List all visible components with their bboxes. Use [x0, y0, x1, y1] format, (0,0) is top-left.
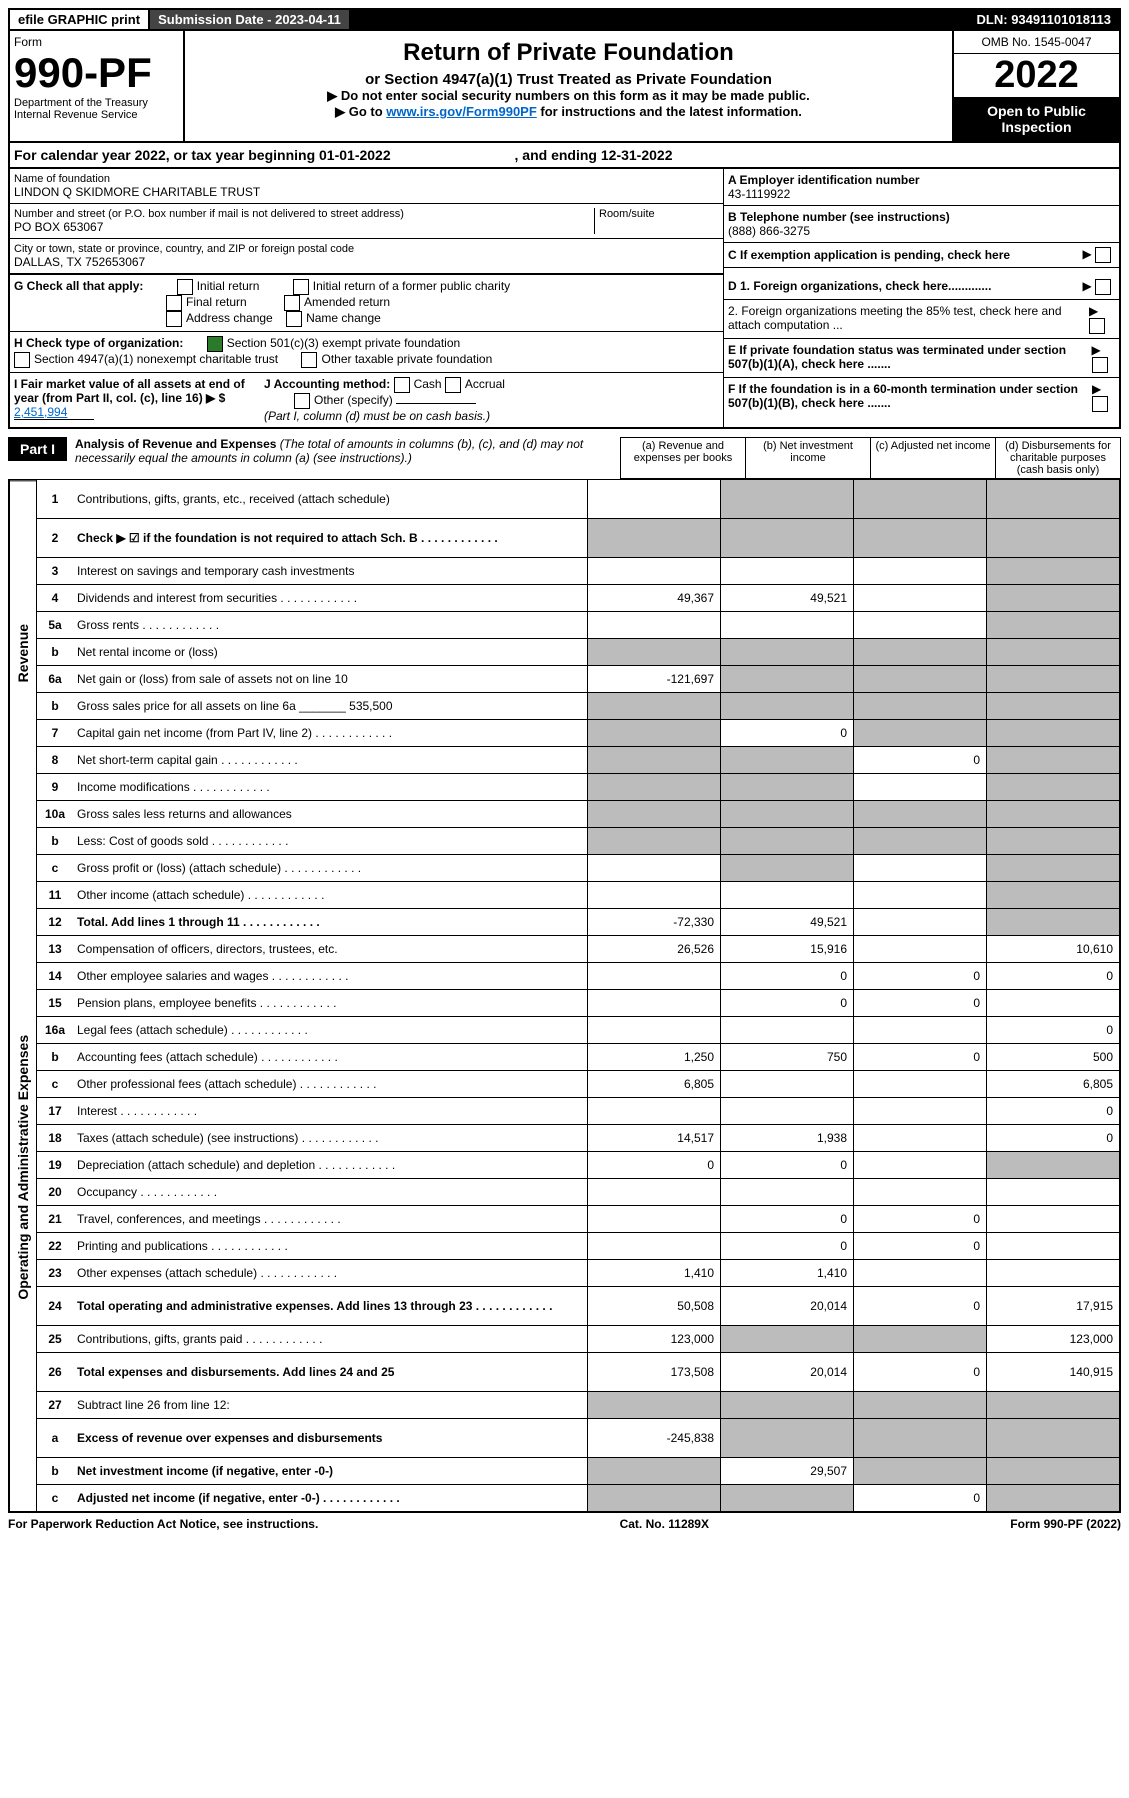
part1-header: Part I Analysis of Revenue and Expenses …	[8, 437, 1121, 479]
table-row: 20Occupancy	[37, 1179, 1119, 1206]
irs-label: Internal Revenue Service	[14, 109, 179, 121]
table-row: 10aGross sales less returns and allowanc…	[37, 801, 1119, 828]
table-row: 11Other income (attach schedule)	[37, 882, 1119, 909]
checkbox-501c3[interactable]	[207, 336, 223, 352]
table-row: 1Contributions, gifts, grants, etc., rec…	[37, 480, 1119, 519]
form-number: 990-PF	[14, 49, 179, 97]
col-c-header: (c) Adjusted net income	[871, 437, 996, 479]
form-ref: Form 990-PF (2022)	[1010, 1517, 1121, 1531]
fmv-link[interactable]: 2,451,994	[14, 405, 94, 420]
table-row: 26Total expenses and disbursements. Add …	[37, 1353, 1119, 1392]
table-row: 14Other employee salaries and wages000	[37, 963, 1119, 990]
table-row: 21Travel, conferences, and meetings00	[37, 1206, 1119, 1233]
table-row: cGross profit or (loss) (attach schedule…	[37, 855, 1119, 882]
table-row: 22Printing and publications00	[37, 1233, 1119, 1260]
top-bar: efile GRAPHIC print Submission Date - 20…	[8, 8, 1121, 31]
table-row: 18Taxes (attach schedule) (see instructi…	[37, 1125, 1119, 1152]
table-row: 7Capital gain net income (from Part IV, …	[37, 720, 1119, 747]
table-row: bLess: Cost of goods sold	[37, 828, 1119, 855]
h-org-type: H Check type of organization: Section 50…	[10, 332, 723, 373]
tax-year: 2022	[954, 54, 1119, 97]
col-b-header: (b) Net investment income	[746, 437, 871, 479]
table-row: 5aGross rents	[37, 612, 1119, 639]
table-row: 4Dividends and interest from securities4…	[37, 585, 1119, 612]
checkbox-c[interactable]	[1095, 247, 1111, 263]
table-row: 15Pension plans, employee benefits00	[37, 990, 1119, 1017]
table-row: 6aNet gain or (loss) from sale of assets…	[37, 666, 1119, 693]
form-subtitle: or Section 4947(a)(1) Trust Treated as P…	[189, 71, 948, 88]
page-footer: For Paperwork Reduction Act Notice, see …	[8, 1517, 1121, 1531]
table-row: 25Contributions, gifts, grants paid123,0…	[37, 1326, 1119, 1353]
checkbox-section: G Check all that apply: Initial return I…	[8, 275, 1121, 429]
table-row: 17Interest0	[37, 1098, 1119, 1125]
calendar-year-row: For calendar year 2022, or tax year begi…	[8, 143, 1121, 169]
table-row: cAdjusted net income (if negative, enter…	[37, 1485, 1119, 1511]
table-row: bGross sales price for all assets on lin…	[37, 693, 1119, 720]
paperwork-notice: For Paperwork Reduction Act Notice, see …	[8, 1517, 318, 1531]
identity-block: Name of foundation LINDON Q SKIDMORE CHA…	[8, 169, 1121, 275]
table-row: 8Net short-term capital gain0	[37, 747, 1119, 774]
ssn-warning: ▶ Do not enter social security numbers o…	[189, 88, 948, 104]
form-label: Form	[14, 35, 179, 49]
table-row: 13Compensation of officers, directors, t…	[37, 936, 1119, 963]
efile-label: efile GRAPHIC print	[10, 10, 148, 29]
revenue-sidebar: Revenue	[10, 480, 36, 824]
g-check-apply: G Check all that apply: Initial return I…	[10, 275, 723, 332]
table-row: 27Subtract line 26 from line 12:	[37, 1392, 1119, 1419]
table-row: 23Other expenses (attach schedule)1,4101…	[37, 1260, 1119, 1287]
cat-no: Cat. No. 11289X	[620, 1517, 709, 1531]
table-row: cOther professional fees (attach schedul…	[37, 1071, 1119, 1098]
table-row: bAccounting fees (attach schedule)1,2507…	[37, 1044, 1119, 1071]
table-row: bNet investment income (if negative, ent…	[37, 1458, 1119, 1485]
col-d-header: (d) Disbursements for charitable purpose…	[996, 437, 1121, 479]
expenses-sidebar: Operating and Administrative Expenses	[10, 824, 36, 1511]
table-row: 12Total. Add lines 1 through 11-72,33049…	[37, 909, 1119, 936]
table-row: aExcess of revenue over expenses and dis…	[37, 1419, 1119, 1458]
part-badge: Part I	[8, 437, 67, 461]
name-cell: Name of foundation LINDON Q SKIDMORE CHA…	[10, 169, 723, 204]
table-row: 19Depreciation (attach schedule) and dep…	[37, 1152, 1119, 1179]
col-a-header: (a) Revenue and expenses per books	[620, 437, 746, 479]
table-row: 2Check ▶ ☑ if the foundation is not requ…	[37, 519, 1119, 558]
form-title: Return of Private Foundation	[189, 39, 948, 67]
table-row: bNet rental income or (loss)	[37, 639, 1119, 666]
analysis-grid: Revenue Operating and Administrative Exp…	[8, 479, 1121, 1513]
form990pf-link[interactable]: www.irs.gov/Form990PF	[386, 104, 537, 119]
open-public: Open to Public Inspection	[954, 97, 1119, 141]
submission-date: Submission Date - 2023-04-11	[150, 10, 349, 29]
form-header: Form 990-PF Department of the Treasury I…	[8, 31, 1121, 143]
dln: DLN: 93491101018113	[969, 10, 1119, 29]
goto-line: ▶ Go to www.irs.gov/Form990PF for instru…	[189, 104, 948, 120]
omb-number: OMB No. 1545-0047	[954, 31, 1119, 54]
table-row: 9Income modifications	[37, 774, 1119, 801]
table-row: 24Total operating and administrative exp…	[37, 1287, 1119, 1326]
table-row: 16aLegal fees (attach schedule)0	[37, 1017, 1119, 1044]
table-row: 3Interest on savings and temporary cash …	[37, 558, 1119, 585]
dept-treasury: Department of the Treasury	[14, 97, 179, 109]
